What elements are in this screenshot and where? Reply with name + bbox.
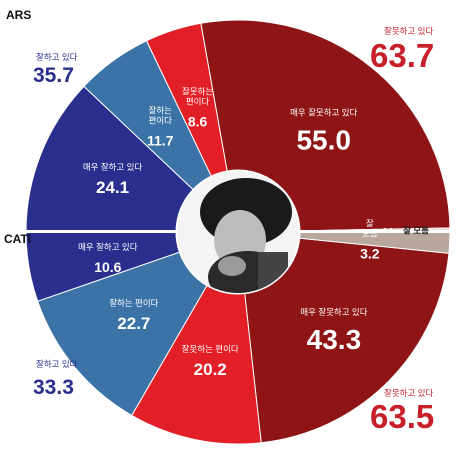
donut-slices bbox=[25, 19, 451, 445]
ars-slice-2-value: 8.6 bbox=[188, 113, 208, 129]
cati-slice-0-value: 10.6 bbox=[94, 259, 121, 275]
cati-total-approve-value: 33.3 bbox=[33, 376, 74, 399]
ars-slice-4-value: 0.6 bbox=[383, 228, 393, 235]
ars-slice-3-label: 매우 잘못하고 있다 bbox=[290, 108, 357, 118]
cati-slice-3 bbox=[244, 237, 450, 444]
ars-slice-3-value: 55.0 bbox=[296, 125, 351, 156]
ars-slice-1-label-1: 편이다 bbox=[149, 115, 173, 125]
cati-slice-1-label: 잘하는 편이다 bbox=[109, 298, 158, 308]
cati-slice-4-value: 3.2 bbox=[360, 246, 380, 262]
cati-slice-3-value: 43.3 bbox=[307, 324, 362, 355]
president-photo-icon bbox=[177, 171, 299, 293]
ars-slice-3 bbox=[200, 19, 451, 232]
cati-slice-3-label: 매우 잘못하고 있다 bbox=[300, 307, 367, 317]
cati-total-approve-label: 잘하고 있다 bbox=[36, 359, 78, 369]
photo-shape-3 bbox=[218, 256, 246, 276]
ars-slice-1-value: 11.7 bbox=[147, 132, 174, 148]
ars-slice-0-label: 매우 잘하고 있다 bbox=[83, 162, 143, 172]
cati-slice-1 bbox=[37, 251, 208, 417]
cati-section-label: CATI bbox=[4, 232, 31, 246]
cati-total-disapprove-value: 63.5 bbox=[370, 398, 434, 435]
cati-slice-2-label: 잘못하는 편이다 bbox=[182, 344, 239, 354]
ars-slice-2-label-0: 잘못하는 bbox=[182, 86, 213, 96]
ars-total-disapprove-value: 63.7 bbox=[370, 37, 434, 74]
ars-total-approve-label: 잘하고 있다 bbox=[36, 52, 78, 62]
ars-slice-1-label-0: 잘하는 bbox=[149, 105, 173, 115]
ars-total-approve-value: 35.7 bbox=[33, 64, 74, 87]
cati-slice-4-label-1: 모름 bbox=[362, 229, 378, 239]
ars-slice-2-label-1: 편이다 bbox=[186, 96, 210, 106]
ars-slice-4-label: 잘 모름 bbox=[403, 225, 429, 235]
cati-slice-2-value: 20.2 bbox=[194, 360, 227, 379]
cati-total-disapprove-label: 잘못하고 있다 bbox=[384, 388, 433, 398]
cati-slice-0-label-0: 매우 잘하고 있다 bbox=[78, 242, 138, 252]
cati-slice-1-value: 22.7 bbox=[117, 314, 150, 333]
ars-total-disapprove-label: 잘못하고 있다 bbox=[384, 26, 433, 36]
ars-section-label: ARS bbox=[6, 8, 31, 22]
cati-slice-4-label-0: 잘 bbox=[366, 219, 374, 229]
cati-slice-2 bbox=[131, 284, 262, 445]
ars-slice-0 bbox=[25, 85, 194, 233]
ars-slice-0-value: 24.1 bbox=[96, 178, 129, 197]
